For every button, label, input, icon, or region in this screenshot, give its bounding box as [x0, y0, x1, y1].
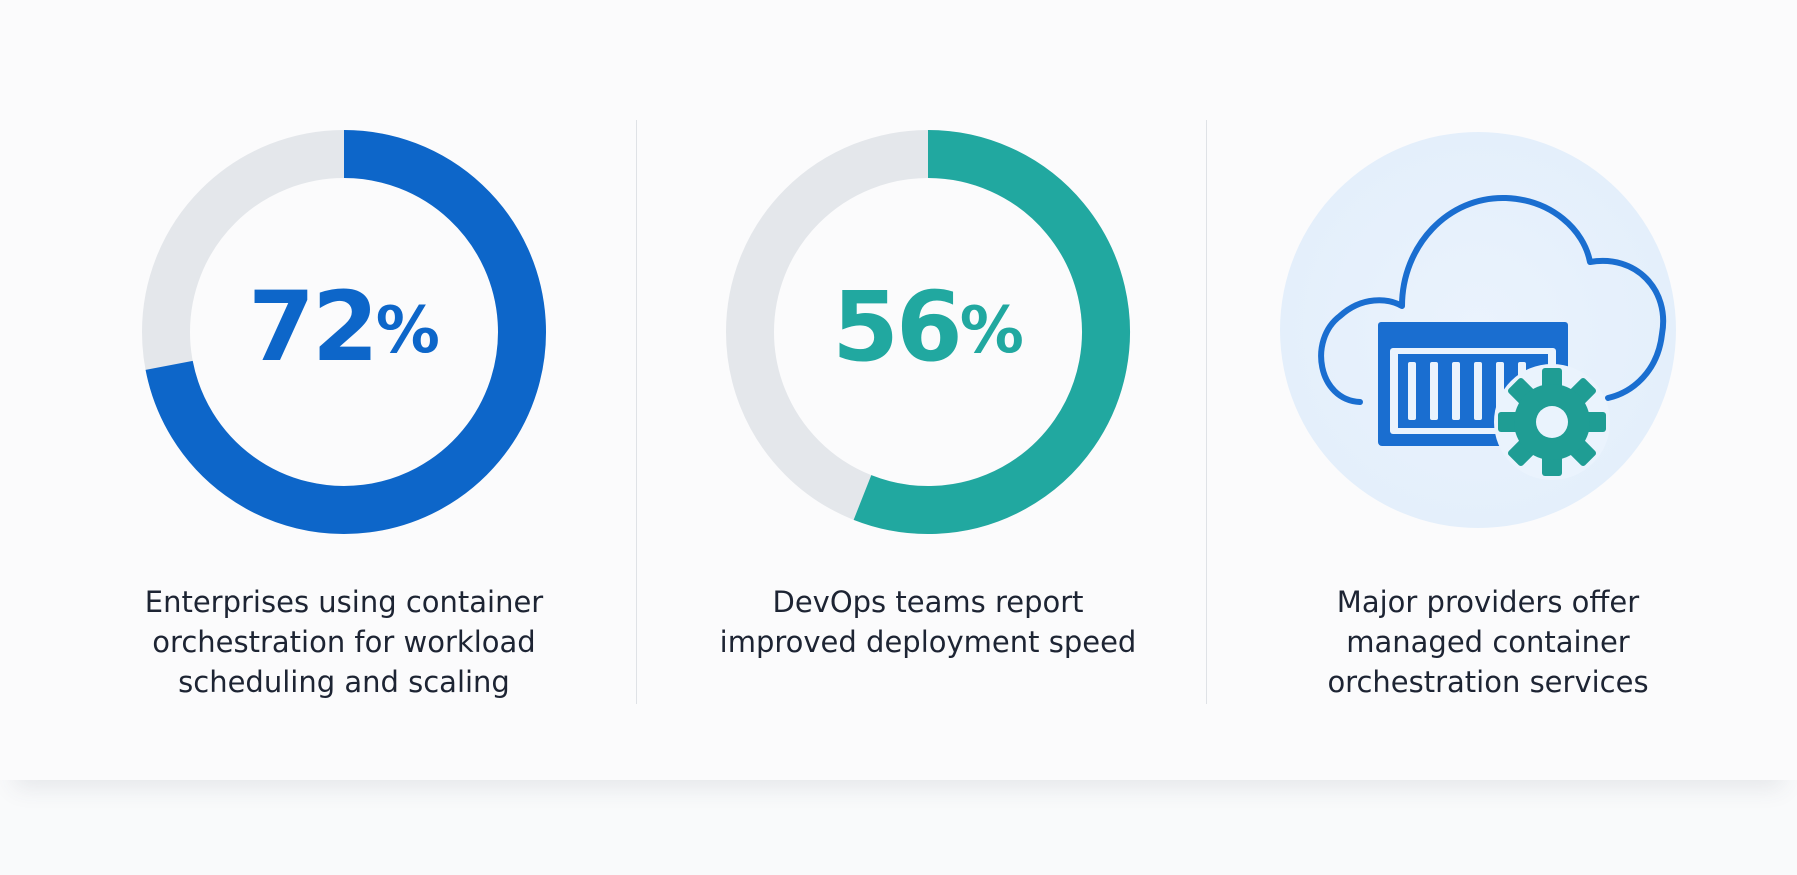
percentage-unit: % [376, 294, 440, 368]
cloud-container-gear-icon [1280, 132, 1676, 528]
donut-value-arc [853, 130, 1130, 534]
percentage-value: 72 [248, 271, 376, 383]
caption-line: improved deployment speed [719, 625, 1137, 659]
percentage-unit: % [960, 294, 1024, 368]
divider [1206, 120, 1207, 704]
stat-enterprises: 72% Enterprises using container orchestr… [74, 120, 614, 720]
donut-percentage-label: 56% [832, 271, 1024, 383]
caption-line: managed container [1346, 625, 1630, 659]
divider [636, 120, 637, 704]
caption-line: Enterprises using container [144, 585, 544, 619]
stats-panel: 72% Enterprises using container orchestr… [74, 120, 1758, 720]
caption-line: scheduling and scaling [178, 665, 510, 699]
cloud-icon [1318, 194, 1667, 405]
donut-percentage-label: 72% [248, 271, 440, 383]
caption-line: Major providers offer [1336, 585, 1640, 619]
donut-chart-devops: 56% [726, 130, 1130, 534]
gear-icon [1494, 364, 1610, 480]
icon-circle [1278, 130, 1698, 550]
stat-devops: 56% DevOps teams report improved deploym… [658, 120, 1198, 720]
feature-managed-services: Major providers offer managed container … [1218, 120, 1758, 720]
caption-line: orchestration services [1327, 665, 1649, 699]
container-icon [1378, 322, 1568, 446]
feature-caption: Major providers offer managed container … [1218, 582, 1758, 702]
caption-line: DevOps teams report [772, 585, 1084, 619]
donut-chart-enterprises: 72% [142, 130, 546, 534]
percentage-value: 56 [832, 271, 960, 383]
stat-caption: Enterprises using container orchestratio… [74, 582, 614, 702]
stat-caption: DevOps teams report improved deployment … [658, 582, 1198, 662]
caption-line: orchestration for workload [152, 625, 536, 659]
donut-value-arc [145, 130, 546, 534]
